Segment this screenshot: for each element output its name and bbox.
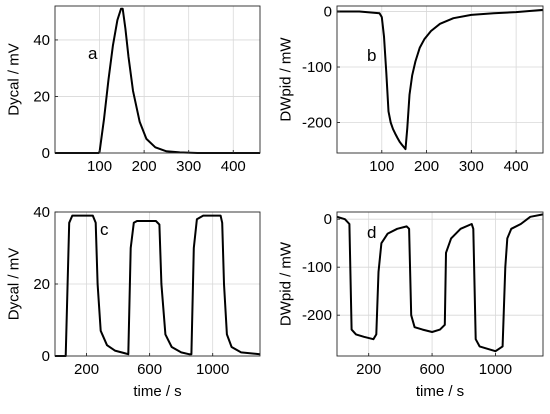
plot-area	[55, 6, 260, 153]
data-line	[55, 7, 260, 154]
y-tick-label: 20	[33, 88, 50, 105]
y-axis-label: DWpid / mW	[278, 241, 295, 326]
x-tick-label: 1000	[196, 361, 229, 378]
axes-frame	[336, 5, 544, 154]
x-tick-label: 200	[132, 158, 157, 175]
y-axis-label: Dycal / mV	[6, 248, 23, 321]
y-tick-label: -200	[302, 307, 332, 324]
x-tick-label: 100	[87, 158, 112, 175]
y-axis-label: Dycal / mV	[6, 43, 23, 116]
x-axis-label: time / s	[416, 383, 464, 400]
axes-frame	[54, 5, 261, 154]
y-tick-label: 0	[42, 145, 50, 162]
data-line	[337, 8, 544, 151]
x-tick-label: 300	[459, 158, 484, 175]
y-tick-label: -100	[302, 259, 332, 276]
y-tick-label: 20	[33, 276, 50, 293]
x-axis-label: time / s	[133, 383, 181, 400]
x-tick-label: 300	[176, 158, 201, 175]
y-tick-label: 0	[324, 211, 332, 228]
y-tick-label: 40	[33, 204, 50, 221]
panel-label: b	[367, 46, 376, 65]
plot-area	[337, 6, 543, 153]
x-tick-label: 200	[356, 361, 381, 378]
chart-panel-b: 100 200 300 400 0 -100 -200 DWpid / mW b	[278, 4, 544, 175]
y-tick-label: -200	[302, 114, 332, 131]
y-tick-label: 0	[324, 4, 332, 21]
panel-label: c	[100, 220, 109, 239]
x-tick-label: 400	[504, 158, 529, 175]
x-tick-label: 400	[221, 158, 246, 175]
x-tick-label: 600	[137, 361, 162, 378]
axes-frame	[336, 211, 544, 357]
chart-panel-c: 200 600 1000 0 20 40 Dycal / mV time / s c	[6, 204, 261, 400]
y-tick-label: 0	[42, 348, 50, 365]
x-tick-label: 200	[74, 361, 99, 378]
x-tick-label: 600	[420, 361, 445, 378]
x-tick-label: 100	[369, 158, 394, 175]
chart-panel-a: 100 200 300 400 0 20 40 Dycal / mV a	[6, 5, 261, 175]
x-tick-label: 200	[414, 158, 439, 175]
x-tick-label: 1000	[479, 361, 512, 378]
panel-label: d	[367, 223, 376, 242]
y-tick-label: 40	[33, 32, 50, 49]
panel-label: a	[88, 44, 98, 63]
data-line	[55, 214, 261, 357]
chart-panel-d: 200 600 1000 0 -100 -200 DWpid / mW time / s d	[278, 211, 544, 400]
data-line	[336, 213, 544, 353]
y-axis-label: DWpid / mW	[278, 37, 295, 122]
y-tick-label: -100	[302, 59, 332, 76]
